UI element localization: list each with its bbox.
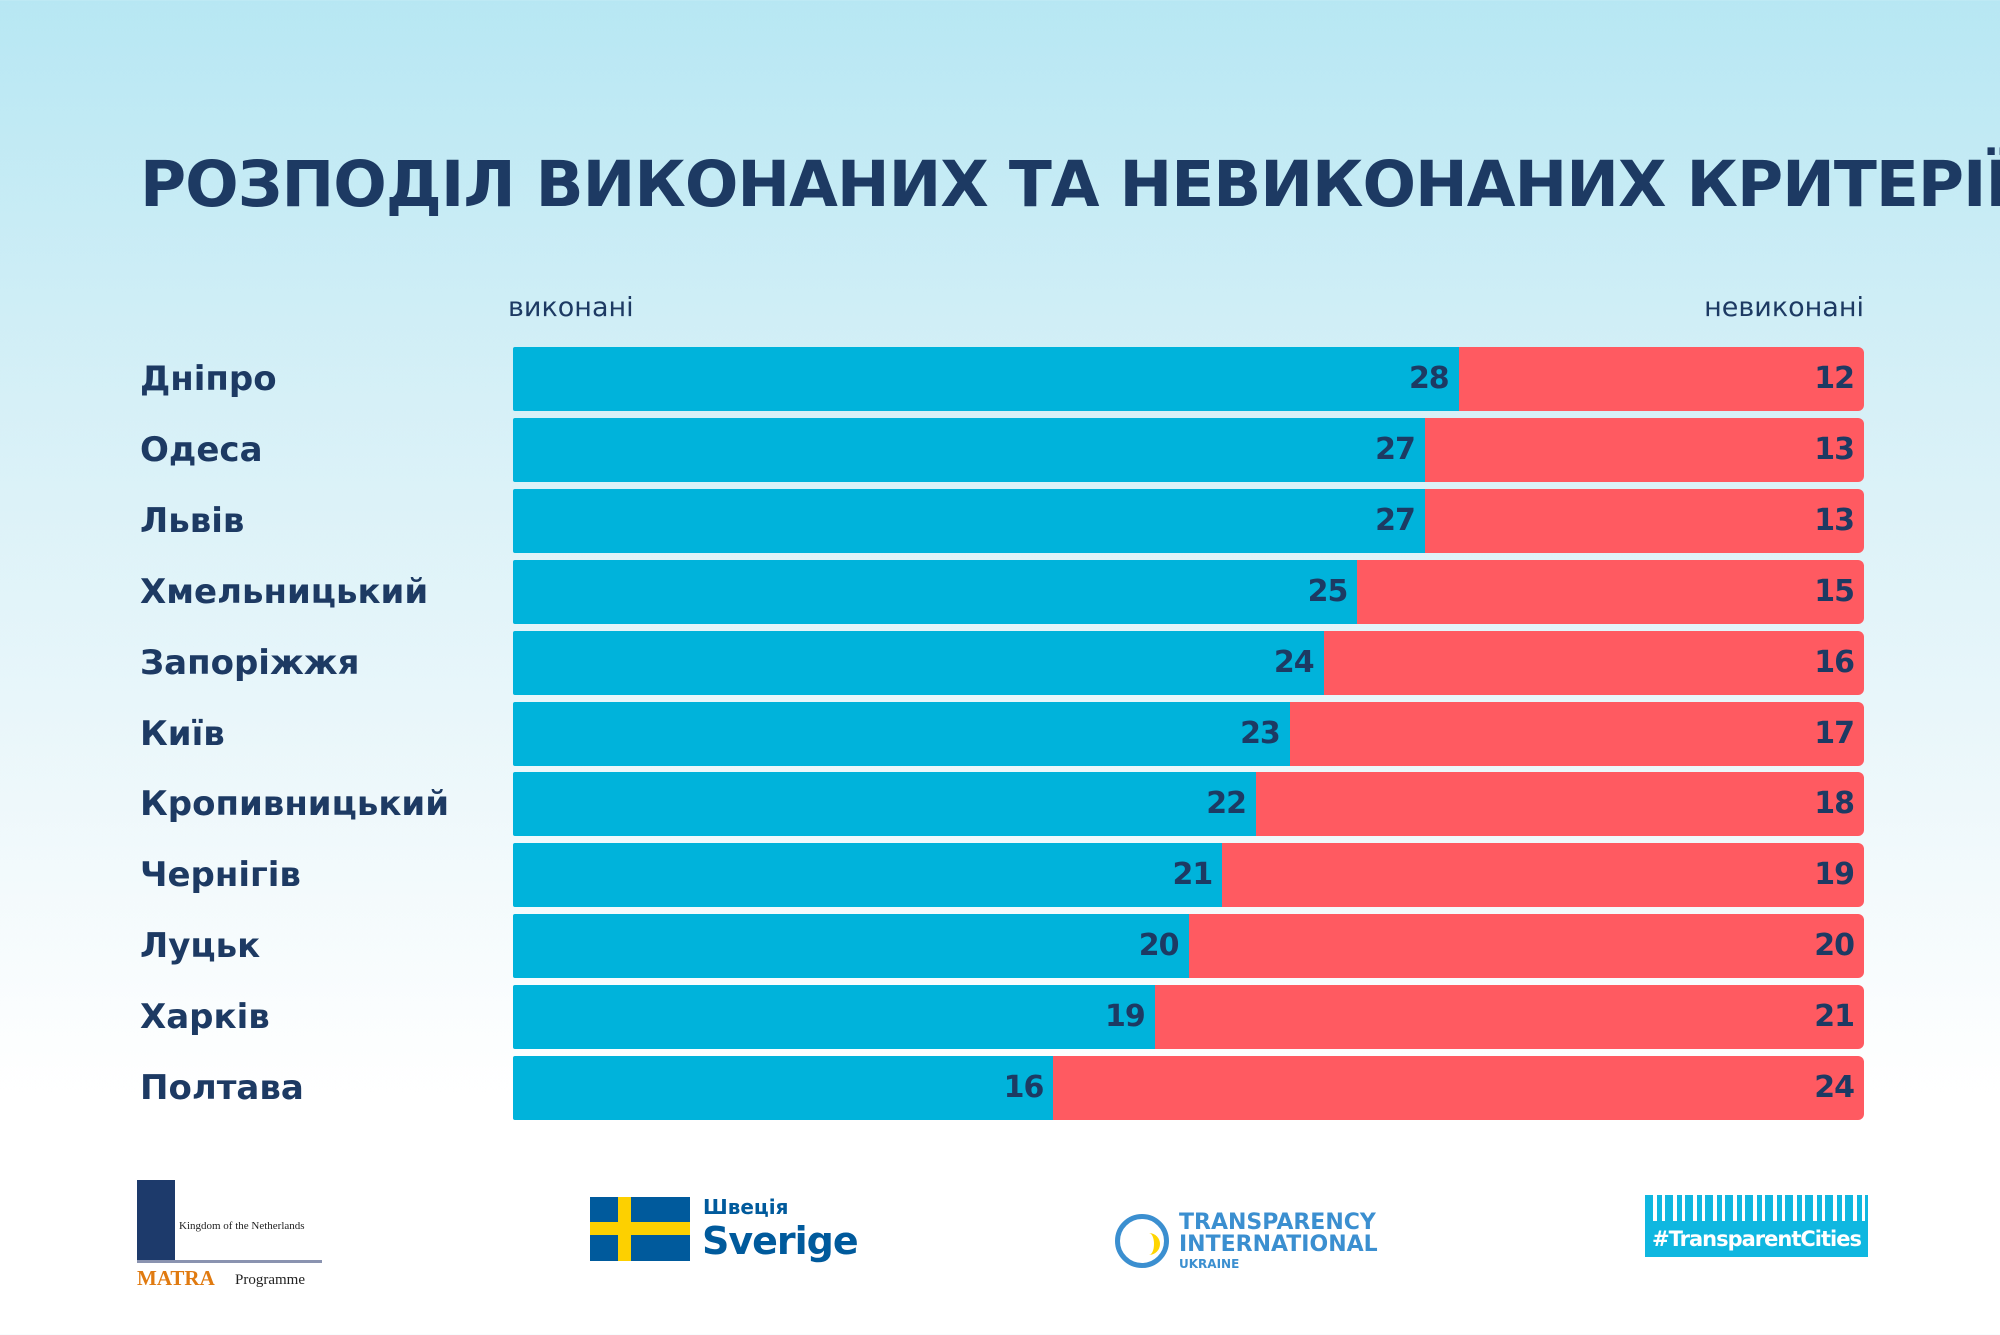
- bar-not-done: [1222, 843, 1864, 908]
- bar-done: [513, 772, 1257, 837]
- bar-not-done: [1424, 417, 1864, 482]
- bar-done: [513, 347, 1459, 411]
- category-label: Харків: [140, 997, 270, 1038]
- data-label: 16: [1814, 644, 1855, 680]
- logo-text: Kingdom of the Netherlands: [179, 1220, 305, 1232]
- data-label: 22: [1206, 786, 1247, 822]
- sweden-logo: Швеція Sverige: [590, 1195, 859, 1275]
- ti-emblem-icon: [1115, 1214, 1169, 1268]
- divider: [137, 1260, 322, 1263]
- category-label: Полтава: [140, 1068, 304, 1108]
- data-label: 23: [1240, 715, 1281, 751]
- bar-not-done: [1154, 985, 1864, 1050]
- bar-done: [513, 417, 1425, 482]
- bar-done: [513, 488, 1425, 553]
- data-label: 13: [1814, 431, 1855, 467]
- data-label: 28: [1408, 361, 1450, 396]
- bar-not-done: [1289, 701, 1864, 766]
- chart-title: РОЗПОДІЛ ВИКОНАНИХ ТА НЕВИКОНАНИХ КРИТЕР…: [140, 148, 2000, 221]
- category-label: Кропивницький: [140, 784, 450, 825]
- bar-done: [513, 985, 1155, 1050]
- category-label: Хмельницький: [140, 571, 429, 612]
- data-label: 15: [1814, 573, 1855, 609]
- bar-not-done: [1053, 1056, 1864, 1120]
- logo-text: MATRA: [137, 1266, 215, 1290]
- bar-not-done: [1357, 559, 1864, 624]
- logo-text: UKRAINE: [1179, 1257, 1240, 1271]
- category-label: Київ: [140, 713, 225, 754]
- bar-done: [513, 1056, 1054, 1120]
- data-label: 27: [1375, 502, 1416, 538]
- logo-text: Sverige: [702, 1219, 859, 1263]
- category-label: Одеса: [140, 429, 263, 470]
- skyline-icon: [1645, 1195, 1868, 1223]
- data-label: 16: [1003, 1070, 1045, 1105]
- bar-not-done: [1188, 914, 1864, 979]
- category-label: Львів: [140, 500, 245, 541]
- data-label: 24: [1273, 644, 1315, 680]
- legend-done: виконані: [508, 292, 634, 323]
- data-label: 19: [1814, 857, 1855, 893]
- data-label: 27: [1375, 431, 1416, 467]
- bar-done: [513, 701, 1290, 766]
- logo-text: TRANSPARENCY: [1179, 1210, 1376, 1235]
- bar-done: [513, 843, 1223, 908]
- netherlands-emblem-icon: [137, 1180, 175, 1260]
- data-label: 13: [1814, 502, 1855, 538]
- swedish-flag-icon: [590, 1197, 690, 1261]
- category-label: Запоріжжя: [140, 642, 360, 683]
- legend-not-done: невиконані: [1704, 292, 1864, 323]
- logo-text: INTERNATIONAL: [1179, 1232, 1378, 1257]
- bar-not-done: [1256, 772, 1864, 837]
- logo-text: Programme: [235, 1272, 305, 1288]
- data-label: 25: [1307, 573, 1349, 609]
- data-label: 21: [1814, 999, 1855, 1035]
- data-label: 20: [1814, 928, 1855, 964]
- data-label: 19: [1104, 999, 1146, 1035]
- category-label: Дніпро: [140, 359, 277, 399]
- category-label: Луцьк: [140, 926, 261, 967]
- netherlands-matra-logo: Kingdom of the Netherlands MATRA Program…: [137, 1180, 322, 1290]
- bar-done: [513, 914, 1189, 979]
- logo-text: #TransparentCities: [1645, 1221, 1868, 1257]
- bar-done: [513, 630, 1324, 695]
- transparent-cities-logo: #TransparentCities: [1645, 1195, 1868, 1263]
- data-label: 24: [1814, 1070, 1855, 1105]
- logo-text: Швеція: [703, 1195, 789, 1219]
- data-label: 20: [1138, 928, 1180, 964]
- transparency-international-logo: TRANSPARENCY INTERNATIONAL UKRAINE: [1115, 1210, 1378, 1280]
- bar-done: [513, 559, 1358, 624]
- data-label: 17: [1814, 715, 1855, 751]
- bar-not-done: [1323, 630, 1864, 695]
- data-label: 21: [1172, 857, 1214, 893]
- data-label: 18: [1814, 786, 1855, 822]
- category-label: Чернігів: [140, 855, 301, 896]
- bar-not-done: [1424, 488, 1864, 553]
- bar-not-done: [1458, 347, 1864, 411]
- data-label: 12: [1814, 361, 1855, 396]
